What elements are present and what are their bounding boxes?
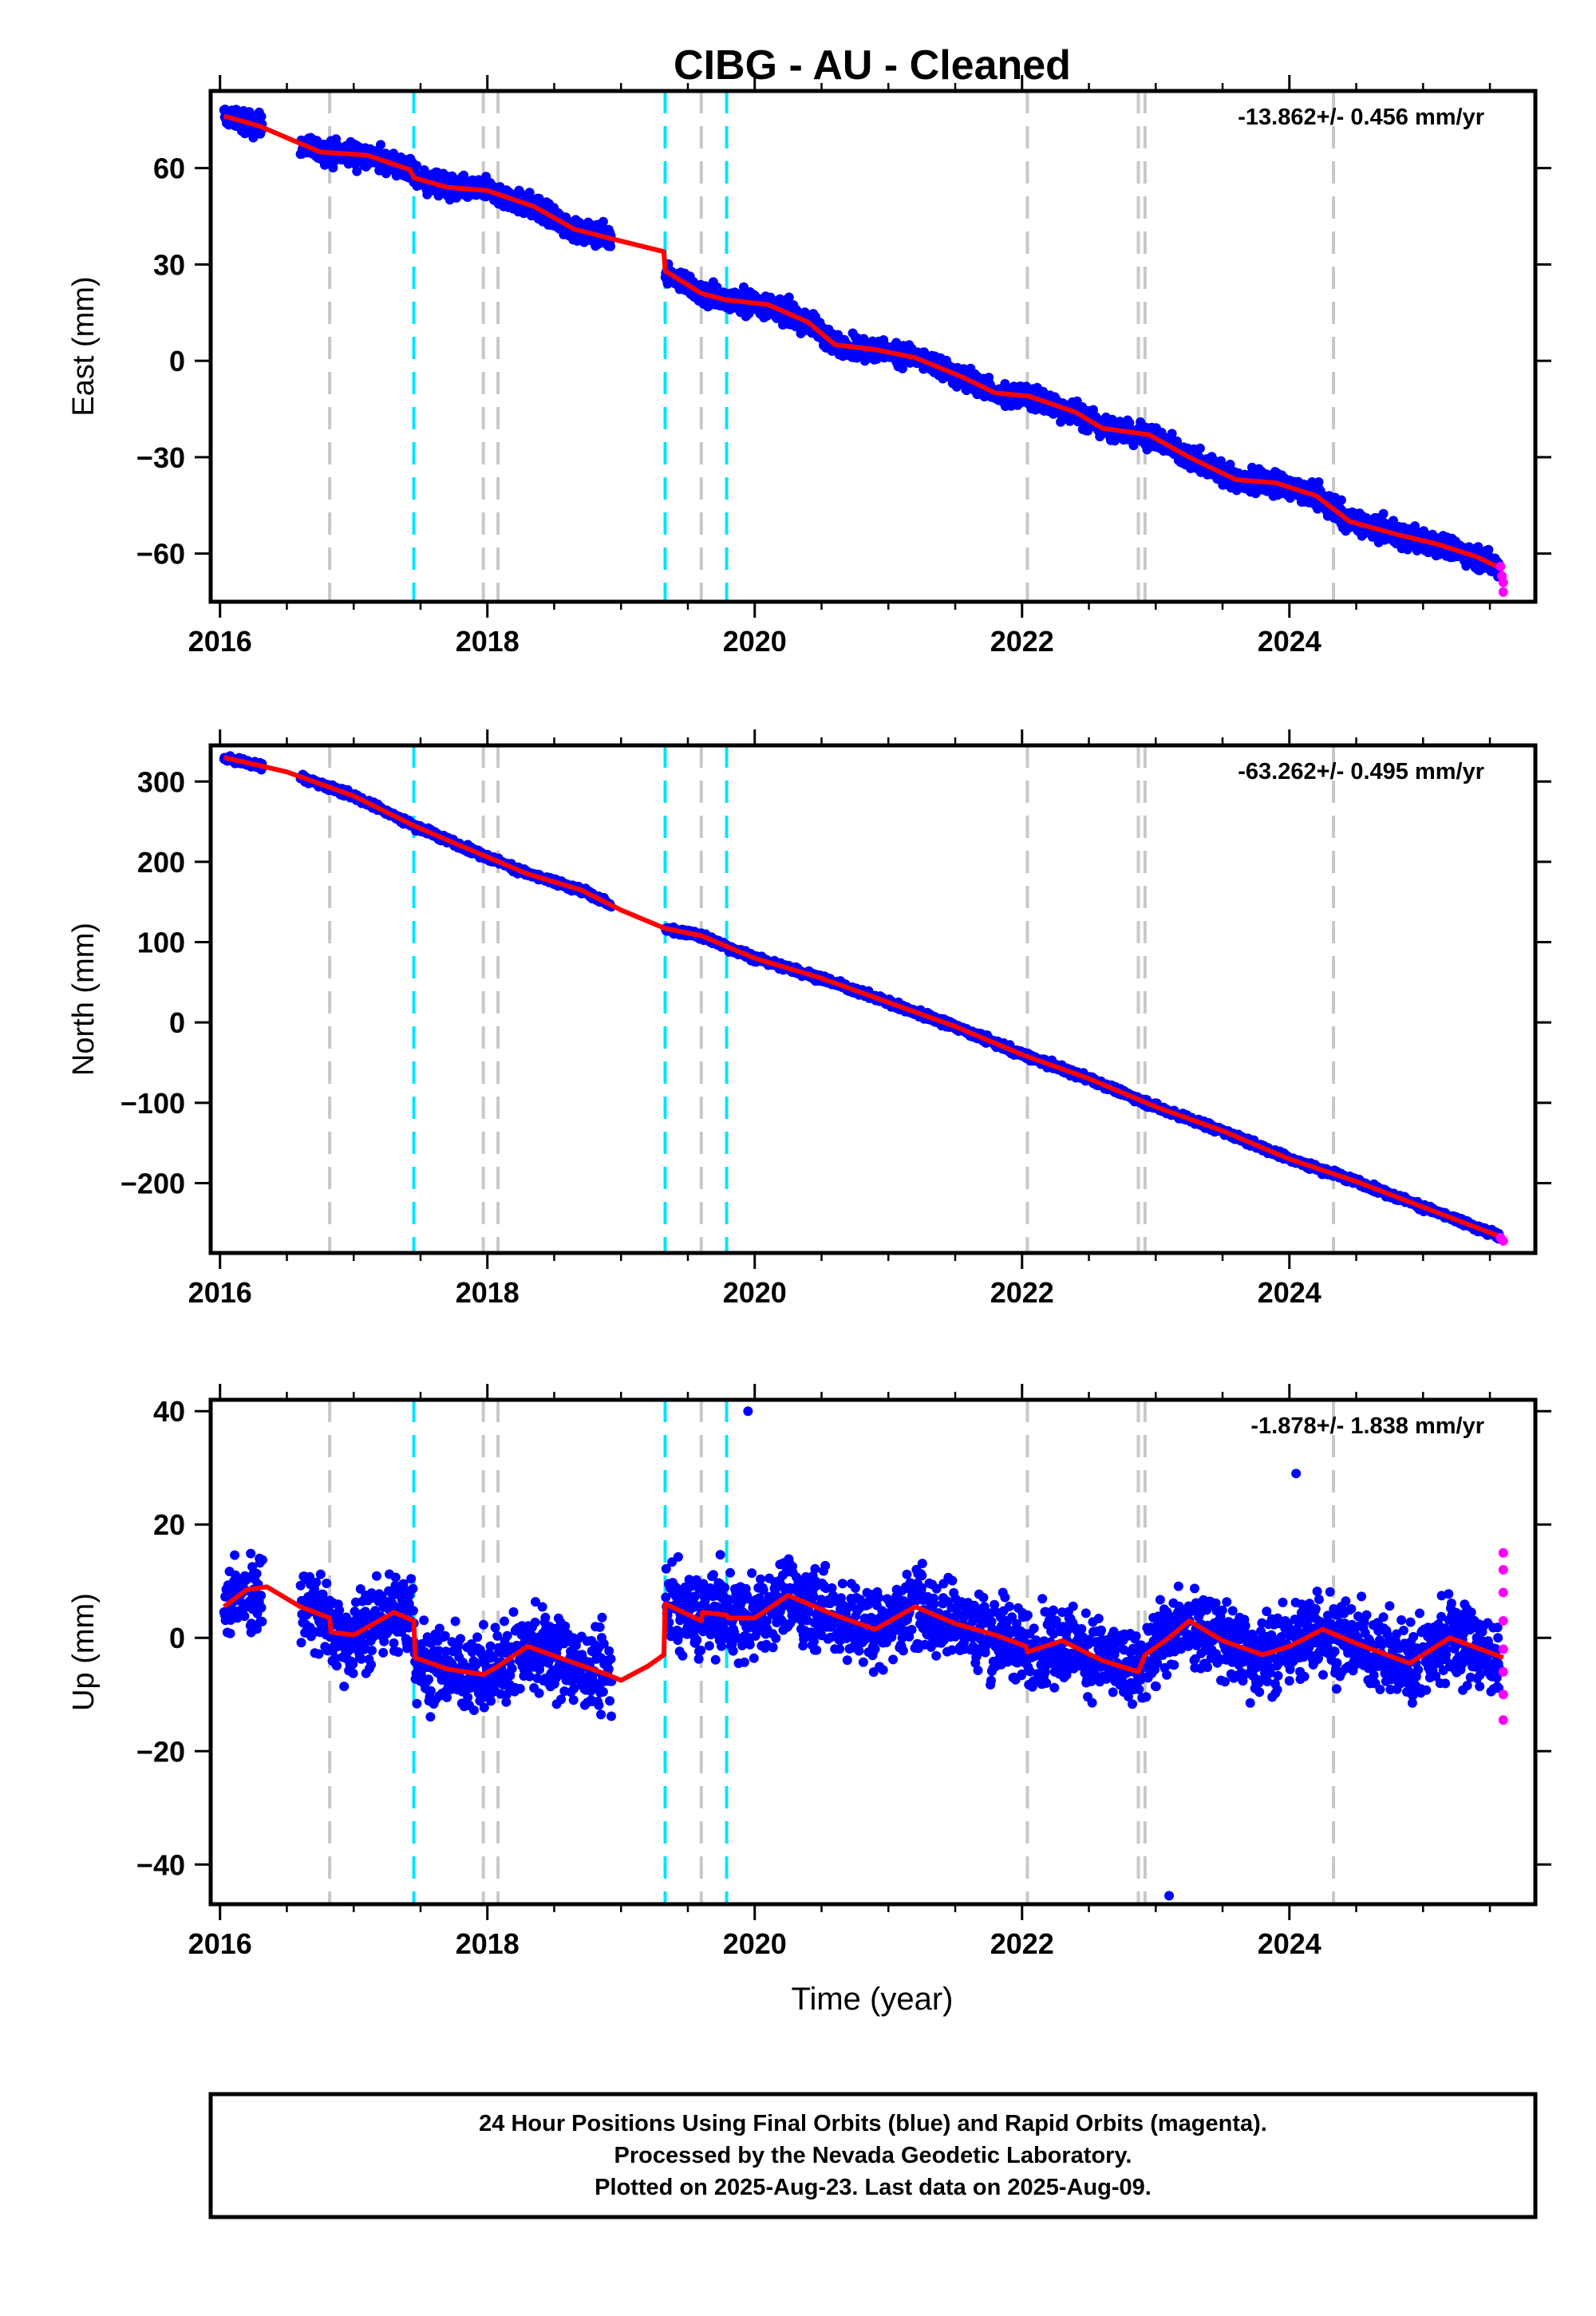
model-fit-line [223,113,1505,572]
final-orbit-point [1410,521,1420,532]
rapid-orbit-point [1498,577,1508,587]
east-panel: 2016 2018 2020 2022 2024 60 30 0 −30 −60 East (mm)… [67,75,1551,658]
final-orbit-point [606,241,615,251]
final-orbit-point [1314,477,1324,487]
velocity-label: -13.862+/- 0.456 mm/yr [1238,105,1484,130]
final-orbit-point [1172,436,1182,446]
north-panel: 2016 2018 2020 2022 20243002001000−100−200No… [67,729,1551,1309]
final-orbit-point [1336,495,1346,505]
final-orbit-point [598,216,608,227]
rapid-orbit-point [1495,561,1506,571]
y-tick-label: −30 [136,441,185,474]
rapid-orbit-point [1498,587,1508,597]
y-axis-label: East (mm) [67,276,101,416]
x-tick-label: 2022 [990,625,1054,658]
x-tick-label: 2020 [723,625,787,658]
final-orbit-point [376,140,385,150]
y-tick-label: 60 [153,152,185,185]
x-tick-label: 2016 [188,625,252,658]
final-orbit-point [412,160,421,171]
y-tick-label: 0 [169,345,185,377]
final-orbit-point [784,292,794,302]
final-orbit-point [312,136,322,146]
final-orbit-point [1167,429,1177,439]
y-tick-label: −60 [136,538,185,571]
x-tick-label: 2018 [456,625,519,658]
plot-area [219,91,1508,602]
final-orbit-point [256,112,267,121]
y-tick-label: 30 [153,248,185,281]
final-orbit-point [1195,443,1205,453]
final-orbit-point [352,166,362,176]
plot-area [219,745,1508,1253]
figure-title: CIBG - AU - Cleaned [674,42,1071,89]
plot-frame [208,89,1538,604]
final-orbit-point [762,310,772,321]
x-tick-label: 2024 [1258,625,1321,658]
final-orbit-point [1378,508,1389,519]
final-orbit-point [898,363,907,373]
